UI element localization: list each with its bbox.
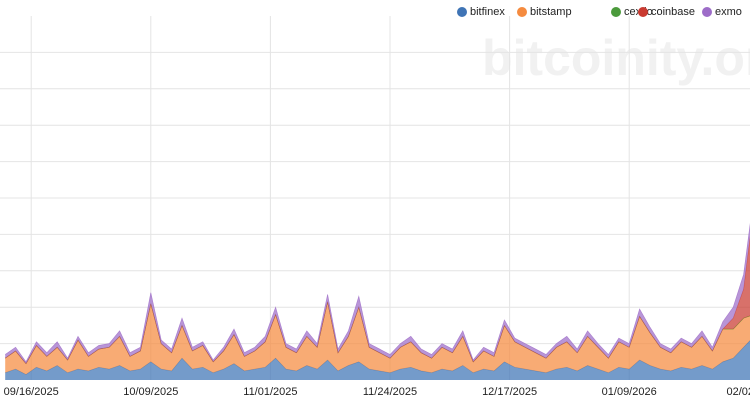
x-tick-label: 11/24/2025 [363, 386, 417, 398]
x-tick-label: 12/17/2025 [482, 386, 537, 398]
legend-swatch [517, 7, 527, 17]
legend-swatch [457, 7, 467, 17]
x-tick-label: 02/02/2026 [726, 386, 750, 398]
legend-item: bitfinex [457, 6, 505, 18]
legend-swatch [638, 7, 648, 17]
x-tick-label: 11/01/2025 [243, 386, 297, 398]
area-fill [5, 340, 750, 380]
legend-swatch [702, 7, 712, 17]
area-fill [5, 301, 750, 375]
legend-label: bitstamp [530, 6, 572, 18]
watermark: bitcoinity.org [482, 30, 750, 86]
legend-label: bitfinex [470, 6, 505, 18]
area-edge [5, 222, 750, 363]
x-tick-label: 10/09/2025 [123, 386, 178, 398]
legend-label: exmo [715, 6, 742, 18]
x-tick-label: 09/16/2025 [4, 386, 59, 398]
legend-swatch [611, 7, 621, 17]
legend-label: coinbase [651, 6, 695, 18]
x-tick-label: 01/09/2026 [602, 386, 657, 398]
legend-item: coinbase [638, 6, 695, 18]
legend-item: bitstamp [517, 6, 572, 18]
legend-item: exmo [702, 6, 742, 18]
